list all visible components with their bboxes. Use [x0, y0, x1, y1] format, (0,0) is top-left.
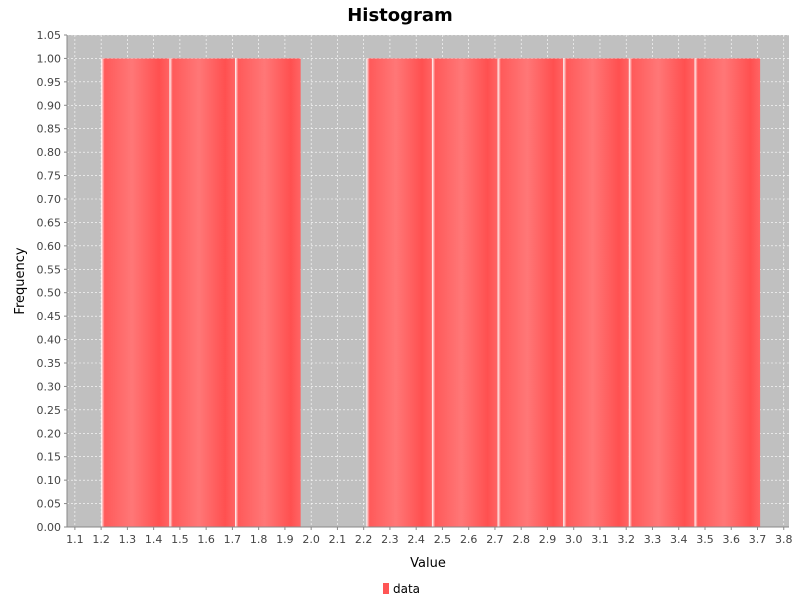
x-tick-label: 2.5: [434, 533, 452, 546]
x-tick-label: 3.2: [617, 533, 635, 546]
histogram-bar: [497, 58, 564, 528]
histogram-bar: [235, 58, 301, 528]
x-tick-label: 3.8: [775, 533, 793, 546]
x-axis-label: Value: [410, 556, 446, 571]
x-tick-label: 2.7: [486, 533, 504, 546]
x-tick-label: 1.6: [197, 533, 215, 546]
y-tick-label: 0.05: [37, 498, 62, 511]
y-tick-label: 0.60: [37, 240, 62, 253]
y-tick-label: 0.10: [37, 474, 62, 487]
y-tick-label: 0.20: [37, 427, 62, 440]
x-tick-label: 2.6: [460, 533, 478, 546]
x-tick-label: 3.5: [696, 533, 714, 546]
y-tick-label: 1.00: [37, 52, 62, 65]
x-tick-label: 2.9: [539, 533, 557, 546]
chart-title: Histogram: [347, 5, 453, 26]
y-tick-label: 0.30: [37, 380, 62, 393]
histogram-bar: [431, 58, 498, 528]
x-tick-label: 2.3: [381, 533, 399, 546]
x-tick-label: 2.1: [329, 533, 347, 546]
histogram-bar: [694, 58, 761, 528]
x-tick-label: 2.8: [512, 533, 530, 546]
y-tick-label: 0.90: [37, 99, 62, 112]
bars: [101, 58, 761, 528]
y-tick-label: 0.65: [37, 216, 62, 229]
y-tick-label: 0.00: [37, 521, 62, 534]
y-tick-label: 0.50: [37, 287, 62, 300]
y-tick-label: 0.95: [37, 76, 62, 89]
x-tick-label: 1.1: [66, 533, 84, 546]
y-tick-label: 0.70: [37, 193, 62, 206]
x-tick-label: 1.4: [145, 533, 163, 546]
axes: 1.1 1.2 1.3 1.4 1.5 1.6 1.7 1.8 1.9 2.0 2.1 2.2 2.3 2…: [37, 29, 793, 546]
x-tick-label: 3.3: [644, 533, 662, 546]
y-tick-label: 1.05: [37, 29, 62, 42]
legend: data: [383, 582, 420, 596]
histogram-bar: [563, 58, 629, 528]
x-tick-label: 1.3: [119, 533, 137, 546]
histogram-bar: [101, 58, 170, 528]
y-tick-label: 0.85: [37, 123, 62, 136]
y-tick-label: 0.40: [37, 334, 62, 347]
x-tick-label: 1.8: [250, 533, 268, 546]
y-tick-label: 0.35: [37, 357, 62, 370]
histogram-bar: [628, 58, 695, 528]
x-tick-label: 2.4: [407, 533, 425, 546]
x-tick-label: 1.2: [92, 533, 110, 546]
y-tick-label: 0.25: [37, 404, 62, 417]
y-tick-label: 0.80: [37, 146, 62, 159]
y-axis-label: Frequency: [13, 247, 28, 314]
x-tick-label: 1.5: [171, 533, 189, 546]
legend-swatch: [383, 583, 389, 594]
x-tick-label: 2.2: [355, 533, 373, 546]
y-tick-label: 0.45: [37, 310, 62, 323]
y-tick-label: 0.55: [37, 263, 62, 276]
x-tick-label: 3.1: [591, 533, 609, 546]
x-tick-label: 3.7: [749, 533, 767, 546]
x-tick-label: 3.0: [565, 533, 583, 546]
histogram-bar: [366, 58, 432, 528]
histogram-bar: [169, 58, 236, 528]
x-tick-label: 3.4: [670, 533, 688, 546]
x-tick-label: 2.0: [302, 533, 320, 546]
y-tick-label: 0.75: [37, 170, 62, 183]
y-tick-label: 0.15: [37, 451, 62, 464]
x-tick-label: 1.9: [276, 533, 294, 546]
x-tick-label: 1.7: [224, 533, 242, 546]
x-tick-label: 3.6: [722, 533, 740, 546]
legend-label: data: [393, 582, 420, 596]
